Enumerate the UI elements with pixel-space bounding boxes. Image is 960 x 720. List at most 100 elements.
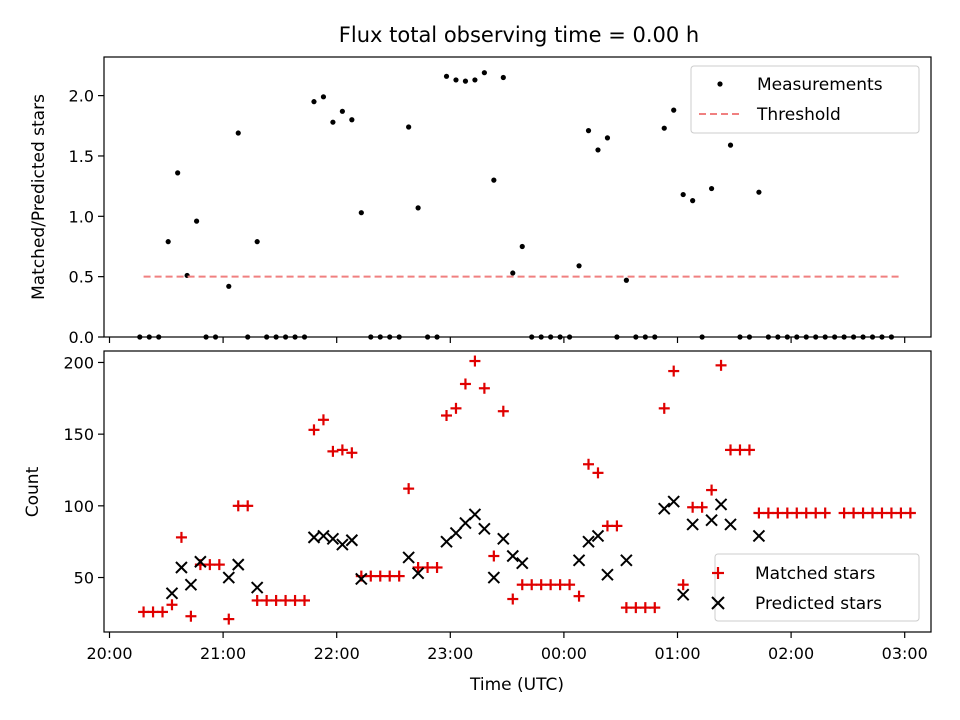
- predicted-star-point: [411, 567, 425, 580]
- predicted-star-point: [345, 534, 359, 547]
- matched-star-point: [374, 570, 386, 582]
- count-plot-frame: [103, 350, 932, 633]
- legend-measurements-marker: [717, 81, 723, 87]
- predicted-star-point: [222, 571, 235, 584]
- matched-star-point: [762, 507, 774, 519]
- legend-predicted-marker: [711, 596, 725, 610]
- ratio-legend: Measurements Threshold: [690, 65, 920, 134]
- matched-star-point: [677, 579, 689, 591]
- matched-star-point: [317, 414, 329, 426]
- count-x-tick-label: 03:00: [882, 644, 928, 663]
- count-y-ticks: 50 100 150 200: [63, 353, 104, 588]
- matched-star-point: [658, 402, 670, 414]
- matched-star-point: [270, 594, 282, 606]
- predicted-star-point: [752, 529, 766, 543]
- matched-star-point: [696, 501, 708, 513]
- predicted-star-point: [591, 529, 605, 543]
- legend-matched-label: Matched stars: [755, 564, 875, 584]
- ratio-panel: Flux total observing time = 0.00 h 0.00.…: [29, 23, 932, 347]
- measurement-point: [500, 74, 506, 81]
- matched-star-point: [147, 606, 159, 618]
- measurement-point: [481, 70, 487, 76]
- matched-star-point: [299, 594, 311, 606]
- measurement-point: [406, 124, 412, 130]
- measurement-point: [510, 270, 516, 276]
- measurement-point: [165, 239, 171, 245]
- measurement-point: [519, 243, 525, 250]
- count-y-axis-label: Count: [23, 466, 43, 517]
- predicted-star-point: [676, 588, 690, 601]
- matched-star-point: [772, 507, 784, 519]
- matched-star-point: [157, 606, 169, 618]
- predicted-star-point: [317, 529, 330, 543]
- matched-star-point: [431, 561, 443, 573]
- matched-star-point: [469, 355, 481, 367]
- matched-star-point: [422, 561, 434, 573]
- count-x-tick-label: 23:00: [427, 644, 473, 663]
- measurement-point: [595, 147, 601, 153]
- matched-star-point: [242, 500, 254, 512]
- predicted-star-point: [194, 555, 207, 568]
- legend-matched-marker: [712, 567, 724, 579]
- predicted-star-point: [506, 549, 519, 563]
- predicted-star-point: [478, 522, 491, 535]
- matched-star-point: [867, 507, 879, 519]
- count-y-tick-label: 200: [63, 353, 94, 372]
- legend-threshold-label: Threshold: [756, 105, 841, 125]
- predicted-star-point: [175, 561, 188, 574]
- measurement-point: [330, 119, 336, 125]
- matched-star-point: [138, 606, 150, 618]
- matched-star-point: [885, 507, 897, 519]
- predicted-star-point: [402, 551, 415, 564]
- matched-star-point: [895, 507, 907, 519]
- matched-star-point: [706, 484, 718, 496]
- predicted-star-point: [497, 532, 510, 546]
- matched-star-point: [583, 458, 595, 470]
- measurement-point: [254, 239, 260, 245]
- matched-star-point: [904, 507, 916, 519]
- matched-star-point: [204, 559, 216, 571]
- matched-star-point: [564, 579, 576, 591]
- matched-star-point: [478, 382, 490, 394]
- measurement-point: [415, 205, 421, 211]
- matched-star-point: [611, 520, 623, 532]
- measurement-point: [756, 189, 762, 195]
- matched-star-point: [441, 410, 453, 422]
- ratio-y-tick-label: 2.0: [69, 87, 94, 106]
- measurement-point: [472, 77, 478, 83]
- measurement-point: [235, 130, 241, 136]
- ratio-legend-box: [690, 65, 920, 134]
- legend-measurements-label: Measurements: [757, 75, 883, 95]
- matched-star-point: [800, 507, 812, 519]
- matched-star-point: [280, 594, 292, 606]
- ratio-y-ticks: 0.0 0.5 1.0 1.5 2.0: [69, 87, 104, 347]
- matched-star-point: [876, 507, 888, 519]
- measurement-point: [727, 142, 734, 148]
- matched-star-point: [488, 550, 500, 562]
- measurement-point: [604, 135, 611, 141]
- measurement-point: [193, 218, 200, 224]
- matched-star-point: [459, 378, 471, 390]
- measurement-point: [690, 198, 696, 204]
- measurement-point: [320, 94, 327, 100]
- matched-star-point: [535, 579, 547, 591]
- ratio-y-axis-label: Matched/Predicted stars: [29, 94, 49, 300]
- count-x-tick-label: 01:00: [654, 644, 700, 663]
- measurement-point: [623, 277, 629, 283]
- predicted-star-point: [165, 587, 179, 600]
- matched-star-point: [687, 501, 699, 513]
- predicted-star-point: [572, 554, 586, 567]
- measurement-point: [491, 177, 497, 183]
- matched-star-point: [412, 561, 424, 573]
- predicted-star-point: [601, 568, 614, 581]
- matched-star-point: [223, 613, 235, 625]
- measurement-point: [175, 170, 181, 176]
- matched-star-point: [450, 402, 462, 414]
- matched-star-point: [232, 500, 244, 512]
- predicted-star-point: [449, 526, 463, 540]
- matched-star-point: [753, 507, 765, 519]
- matched-star-point: [857, 507, 869, 519]
- count-x-tick-label: 21:00: [200, 644, 246, 663]
- count-y-tick-label: 150: [63, 425, 94, 444]
